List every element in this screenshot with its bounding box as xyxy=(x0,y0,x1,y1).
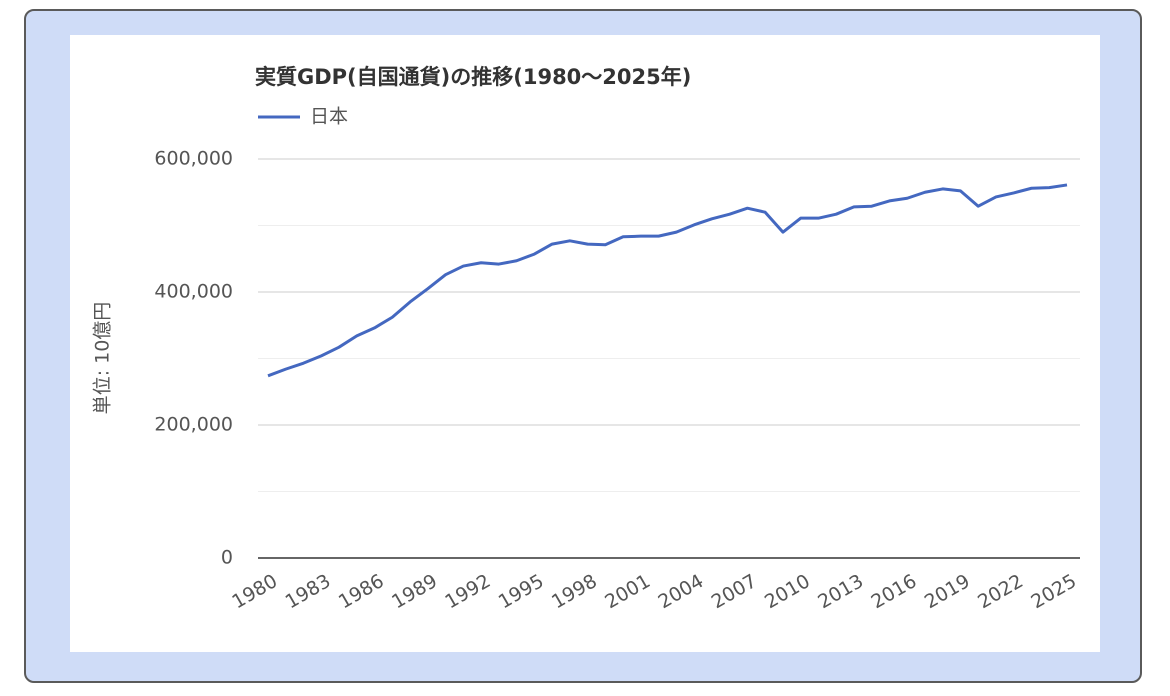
x-tick-label: 2019 xyxy=(921,570,974,613)
y-tick-label: 400,000 xyxy=(154,281,233,303)
data-line xyxy=(267,183,1068,378)
legend-label: 日本 xyxy=(310,106,348,128)
x-tick-label: 2025 xyxy=(1027,570,1080,613)
y-tick-label: 0 xyxy=(221,547,233,569)
y-tick-label: 200,000 xyxy=(154,414,233,436)
x-tick-label: 1998 xyxy=(548,570,601,613)
y-tick-label: 600,000 xyxy=(154,148,233,170)
chart-title: 実質GDP(自国通貨)の推移(1980〜2025年) xyxy=(255,65,691,89)
x-tick-label: 1995 xyxy=(495,570,548,613)
x-tick-label: 2004 xyxy=(655,570,708,613)
x-tick-label: 1989 xyxy=(388,570,441,613)
chart-panel xyxy=(70,35,1100,652)
x-tick-label: 1992 xyxy=(441,570,494,613)
x-tick-label: 2013 xyxy=(814,570,867,613)
x-tick-label: 2022 xyxy=(974,570,1027,613)
x-tick-label: 1980 xyxy=(228,570,281,613)
x-tick-label: 2016 xyxy=(868,570,921,613)
x-tick-label: 2001 xyxy=(601,570,654,613)
x-tick-label: 2007 xyxy=(708,570,761,613)
x-tick-label: 2010 xyxy=(761,570,814,613)
x-tick-label: 1986 xyxy=(335,570,388,613)
y-axis-label: 単位: 10億円 xyxy=(92,302,114,415)
x-tick-label: 1983 xyxy=(282,570,335,613)
